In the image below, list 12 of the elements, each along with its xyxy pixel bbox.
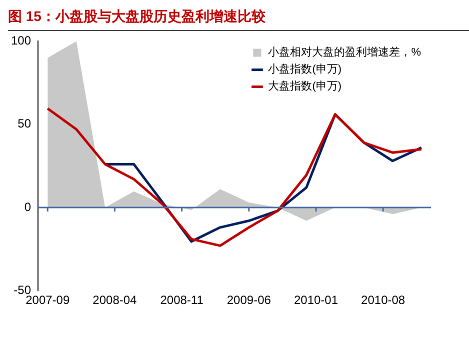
chart-title: 图 15：小盘股与大盘股历史盈利增速比较 — [8, 8, 469, 31]
x-tick-label: 2009-06 — [226, 293, 272, 308]
legend-label: 小盘相对大盘的盈利增速差，% — [268, 46, 422, 59]
legend-label: 小盘指数(申万) — [268, 62, 342, 76]
y-tick-label: 0 — [24, 200, 32, 214]
y-tick-label: 50 — [18, 116, 32, 131]
x-tick-label: 2010-01 — [294, 293, 338, 308]
legend-label: 大盘指数(申万) — [268, 80, 342, 93]
x-tick-label: 2008-04 — [92, 293, 138, 308]
y-tick-label: 100 — [10, 34, 32, 48]
x-tick-label: 2010-08 — [361, 293, 406, 308]
x-tick-label: 2008-11 — [160, 293, 204, 308]
